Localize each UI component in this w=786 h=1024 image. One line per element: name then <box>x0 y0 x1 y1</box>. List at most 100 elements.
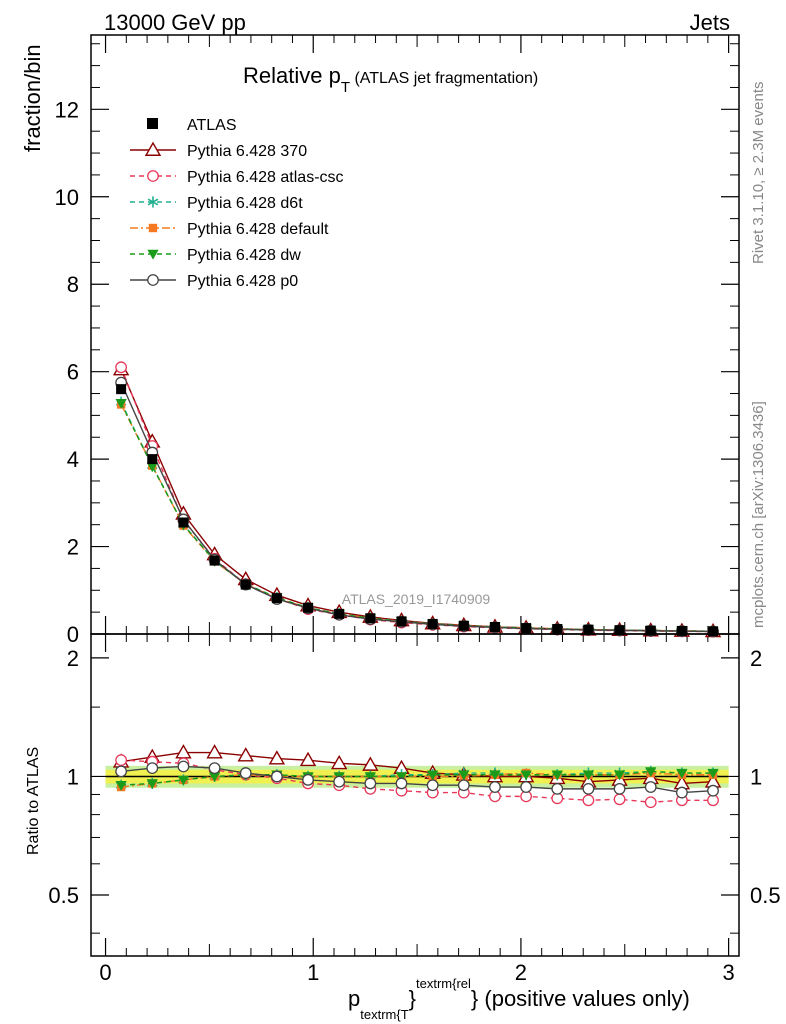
x-axis-label: ptextrm{T}textrm{rel} (positive values o… <box>348 976 690 1022</box>
series-0-ratio-point <box>330 754 348 770</box>
series-5-ratio-point <box>333 775 346 788</box>
series-4-ratio-line <box>121 770 714 786</box>
y-tick-label: 10 <box>55 185 79 210</box>
y-tick-label: 2 <box>67 535 79 560</box>
ratio-tick-label: 0.5 <box>48 883 79 908</box>
series-4-ratio-point <box>208 772 221 783</box>
series-1-ratio-point <box>644 796 657 809</box>
x-tick-label: 2 <box>515 960 527 985</box>
legend-label-atlas: ATLAS <box>187 117 237 134</box>
series-5-ratio-point <box>364 777 377 790</box>
series-5-ratio-point <box>644 781 657 793</box>
x-label-p: p <box>348 986 360 1011</box>
y-tick-label: 12 <box>55 97 79 122</box>
series-4-point <box>115 398 127 409</box>
legend-item-2: Pythia 6.428 d6t <box>130 195 303 212</box>
atlas-data-point <box>209 555 220 566</box>
series-0-ratio-point <box>206 744 223 759</box>
series-5-ratio-point <box>582 782 595 795</box>
y-tick-label: 8 <box>67 272 79 297</box>
x-tick-label: 3 <box>722 960 734 985</box>
chart-title: Relative pT (ATLAS jet fragmentation) <box>243 63 538 96</box>
series-5-ratio-point <box>520 781 533 793</box>
ratio-series-group <box>112 744 722 809</box>
title-subscript: T <box>341 79 350 96</box>
series-4-ratio-point <box>115 781 127 791</box>
series-1-ratio-point <box>582 794 595 807</box>
ratio-plot-frame <box>90 633 740 957</box>
legend-marker <box>147 274 159 286</box>
x-label-rest: } (positive values only) <box>471 986 690 1011</box>
legend-marker <box>148 223 158 233</box>
atlas-data-point <box>334 608 345 619</box>
ratio-tick-label-right: 0.5 <box>750 883 781 908</box>
series-5-ratio-point <box>707 784 719 797</box>
series-5-ratio-point <box>675 786 688 799</box>
legend-marker <box>147 170 159 182</box>
series-4-ratio-point <box>551 770 563 781</box>
y-tick-label: 0 <box>67 622 79 647</box>
legend-item-4: Pythia 6.428 dw <box>130 247 301 264</box>
x-tick-label: 0 <box>99 960 111 985</box>
series-4-ratio-point <box>676 768 688 779</box>
series-1-ratio-point <box>613 793 626 806</box>
title-rest: (ATLAS jet fragmentation) <box>350 70 538 87</box>
y-axis-label: fraction/bin <box>20 44 45 152</box>
series-4-ratio-point <box>489 770 501 781</box>
series-5-ratio-point <box>613 782 626 795</box>
series-0-ratio-point <box>299 751 317 767</box>
legend-item-3: Pythia 6.428 default <box>130 221 329 238</box>
y-tick-label: 6 <box>67 360 79 385</box>
series-5-ratio-point <box>270 770 283 783</box>
y-tick-label: 4 <box>67 447 79 472</box>
energy-label: 13000 GeV pp <box>104 10 246 35</box>
atlas-data-point <box>489 622 500 633</box>
series-4-ratio-point <box>177 775 190 786</box>
main-series-group <box>112 361 722 638</box>
atlas-data-point <box>178 517 189 528</box>
legend-marker <box>147 249 159 260</box>
series-5-ratio-point <box>302 774 314 786</box>
atlas-data-point <box>271 593 282 604</box>
atlas-data-point <box>614 625 625 636</box>
atlas-data-point <box>458 620 469 631</box>
series-5-ratio-point <box>551 782 564 795</box>
series-5-ratio-point <box>208 762 221 775</box>
series-5-ratio-point <box>146 762 159 775</box>
legend-label: Pythia 6.428 370 <box>187 143 307 160</box>
series-4-ratio-point <box>146 779 158 790</box>
series-5-ratio <box>115 760 719 799</box>
atlas-data-point <box>583 624 594 635</box>
ratio-tick-label: 2 <box>67 646 79 671</box>
series-0-ratio-line <box>121 751 714 785</box>
legend: ATLAS Pythia 6.428 370 Pythia 6.428 atlas-… <box>130 117 344 290</box>
legend-label: Pythia 6.428 p0 <box>187 273 298 290</box>
series-1-point <box>115 361 128 374</box>
atlas-data-point <box>365 613 376 624</box>
legend-marker <box>144 141 162 156</box>
series-0-ratio-point <box>237 747 254 762</box>
series-4-ratio-point <box>613 770 626 781</box>
series-4-ratio-point <box>520 770 532 781</box>
series-4-ratio-point <box>707 768 719 779</box>
legend-item-5: Pythia 6.428 p0 <box>130 273 298 290</box>
series-5-ratio-point <box>239 767 252 779</box>
x-label-sup: textrm{rel <box>416 976 471 991</box>
atlas-data-points <box>116 384 719 637</box>
series-0-ratio-point <box>268 750 286 765</box>
legend-label: Pythia 6.428 atlas-csc <box>187 169 344 186</box>
series-5-ratio-point <box>457 779 470 792</box>
atlas-data-point <box>240 579 251 590</box>
mcplots-label: mcplots.cern.ch [arXiv:1306.3436] <box>750 401 767 628</box>
series-4-point <box>146 462 158 473</box>
atlas-data-point <box>303 602 314 613</box>
atlas-data-point <box>427 618 438 629</box>
legend-marker-atlas <box>147 118 158 129</box>
atlas-data-point <box>396 616 407 627</box>
ratio-axis-ticks: 0.5 0.5 1 1 2 2 <box>48 646 781 934</box>
series-0-ratio-point <box>362 756 379 771</box>
x-label-sub: textrm{T <box>360 1007 408 1022</box>
process-label: Jets <box>690 10 730 35</box>
series-0-ratio-point <box>175 744 192 759</box>
